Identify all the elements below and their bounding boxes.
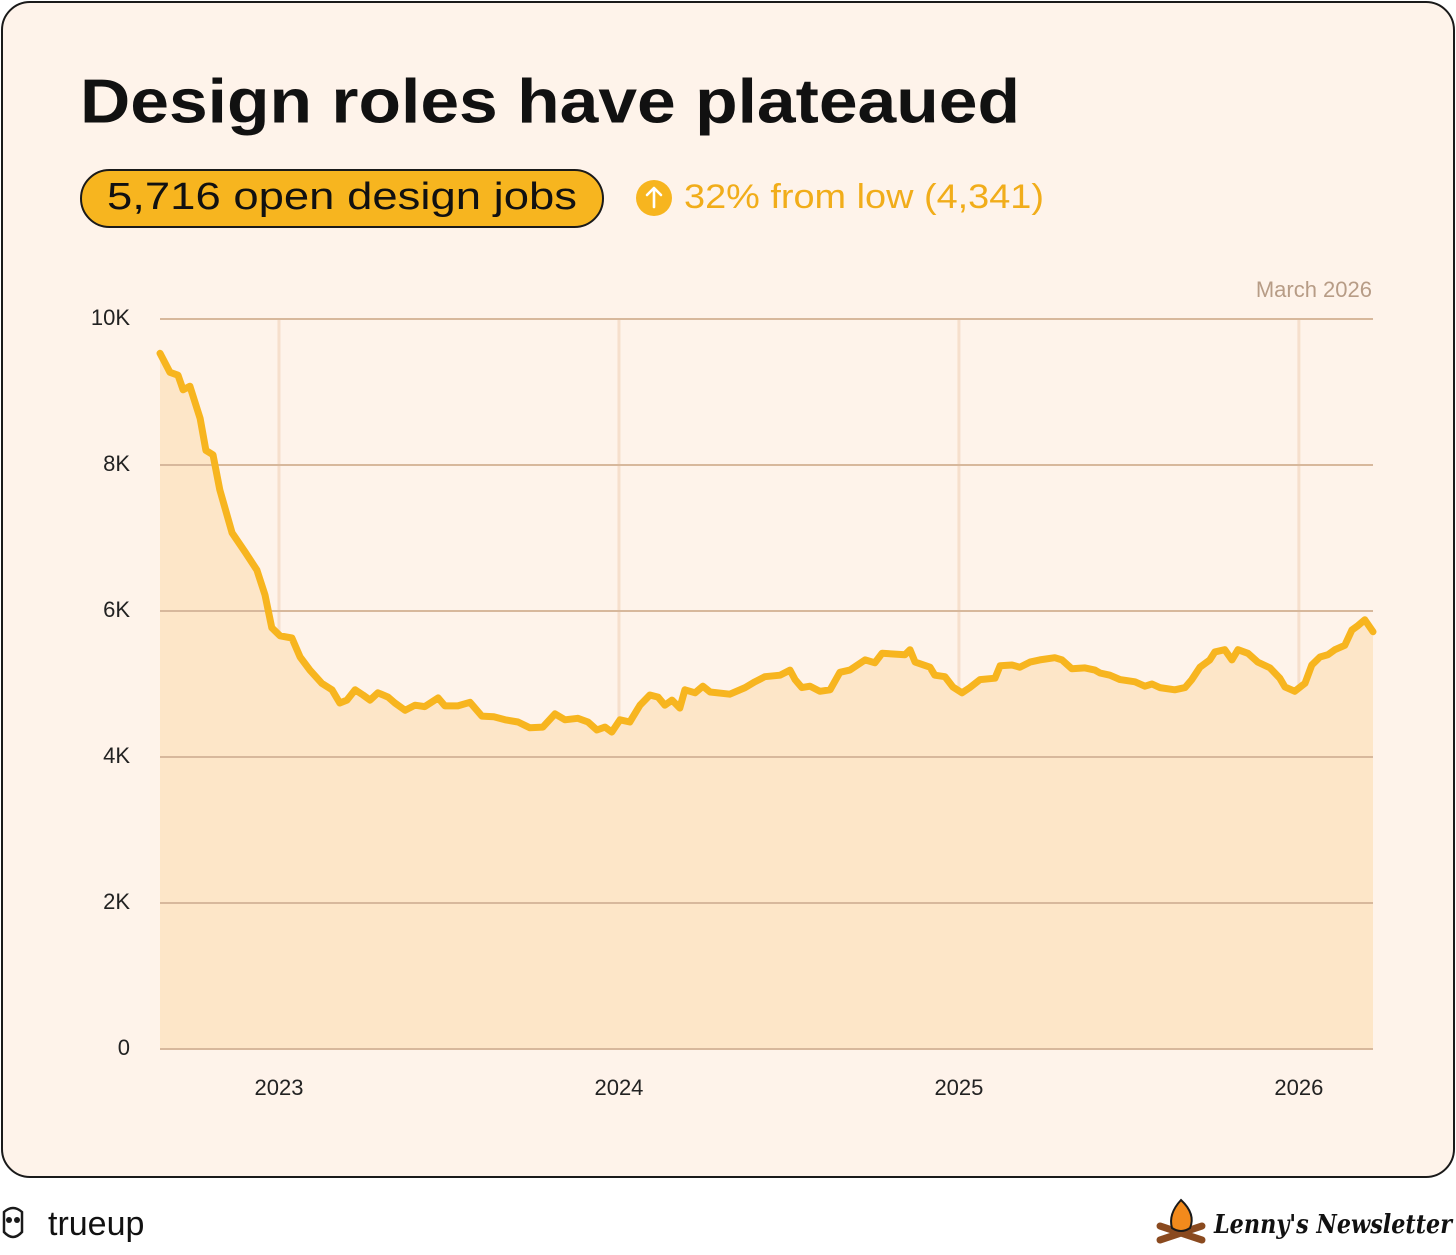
owl-eye <box>14 1217 20 1223</box>
flame-icon <box>1170 1198 1193 1232</box>
left-brand: trueup <box>48 1205 144 1243</box>
right-brand: Lenny's Newsletter <box>1213 1210 1454 1240</box>
y-tick-label: 0 <box>118 1035 130 1060</box>
x-tick-label: 2026 <box>1274 1075 1323 1100</box>
owl-eye <box>6 1217 12 1223</box>
trueup-logo: trueup <box>2 1205 144 1243</box>
y-tick-label: 8K <box>103 451 130 476</box>
area-fill <box>160 353 1373 1049</box>
headline-pill <box>80 169 604 228</box>
x-tick-label: 2023 <box>255 1075 304 1100</box>
lenny-logo: Lenny's Newsletter <box>1156 1198 1454 1244</box>
logs-icon <box>1156 1222 1206 1244</box>
chart-title: Design roles have plateaued <box>80 67 1020 136</box>
date-label: March 2026 <box>1256 277 1372 302</box>
change-label: 32% from low (4,341) <box>684 178 1044 216</box>
x-tick-label: 2025 <box>934 1075 983 1100</box>
headline: 5,716 open design jobs <box>107 176 577 218</box>
owl-icon <box>2 1206 24 1239</box>
up-arrow <box>645 186 663 209</box>
y-tick-label: 2K <box>103 889 130 914</box>
plot: 2023 2024 2025 2026 0 2K 4K 6K 8K 10K <box>91 305 1377 1100</box>
line <box>156 349 1377 736</box>
y-tick-label: 6K <box>103 597 130 622</box>
y-tick-label: 10K <box>91 305 130 330</box>
y-tick-label: 4K <box>103 743 130 768</box>
x-tick-label: 2024 <box>594 1075 643 1100</box>
